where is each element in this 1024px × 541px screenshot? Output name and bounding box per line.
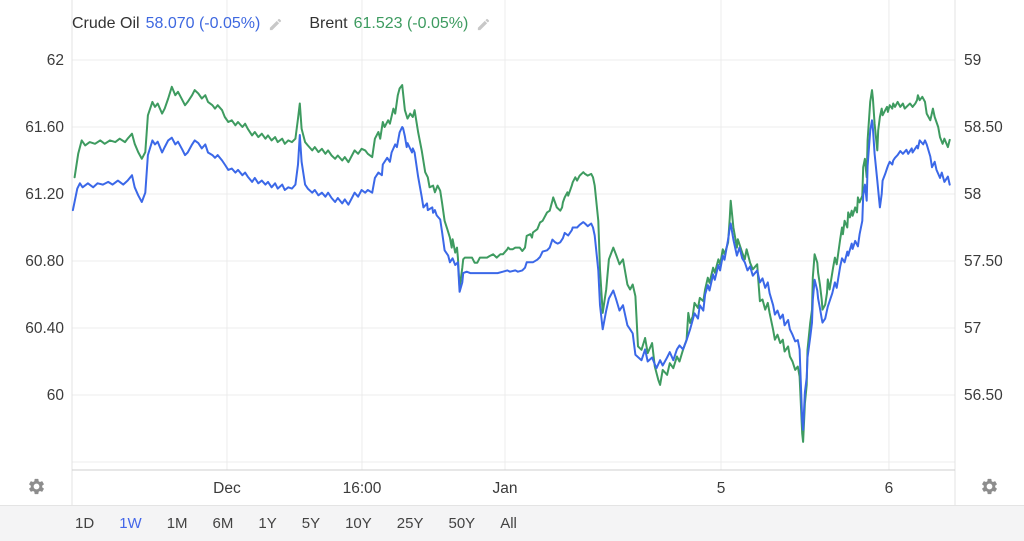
range-button-1d[interactable]: 1D	[75, 515, 95, 532]
series-line-crude-oil[interactable]	[71, 119, 951, 431]
range-button-10y[interactable]: 10Y	[345, 515, 372, 532]
y-axis-right-label: 58.50	[964, 119, 1003, 136]
y-axis-right-label: 56.50	[964, 387, 1003, 404]
y-axis-right-label: 59	[964, 52, 981, 69]
x-axis-label: 6	[885, 480, 894, 497]
range-button-5y[interactable]: 5Y	[301, 515, 321, 532]
legend-label-crude-oil: Crude Oil	[72, 15, 140, 32]
legend-label-brent: Brent	[309, 15, 348, 32]
range-button-6m[interactable]: 6M	[212, 515, 234, 532]
legend-value-crude-oil: 58.070 (-0.05%)	[145, 15, 261, 32]
y-axis-left-label: 60.40	[25, 320, 64, 337]
range-button-25y[interactable]: 25Y	[396, 515, 424, 532]
x-axis-label: Jan	[493, 480, 518, 497]
pencil-icon[interactable]	[268, 17, 283, 32]
y-axis-left-label: 61.20	[25, 186, 64, 203]
range-button-all[interactable]: All	[500, 515, 517, 532]
y-axis-left-label: 62	[47, 52, 64, 69]
gear-icon[interactable]	[27, 477, 47, 497]
y-axis-right-label: 57	[964, 320, 981, 337]
y-axis-left-label: 61.60	[25, 119, 64, 136]
range-button-1m[interactable]: 1M	[166, 515, 188, 532]
y-axis-right-label: 57.50	[964, 253, 1003, 270]
legend-item-crude-oil[interactable]: Crude Oil 58.070 (-0.05%)	[72, 15, 283, 33]
legend-value-brent: 61.523 (-0.05%)	[353, 15, 469, 32]
time-range-toolbar: 1D 1W 1M 6M 1Y 5Y 10Y 25Y 50Y All	[0, 505, 1024, 541]
x-axis-label: Dec	[213, 480, 241, 497]
chart-legend: Crude Oil 58.070 (-0.05%) Brent 61.523 (…	[72, 15, 491, 33]
range-button-50y[interactable]: 50Y	[448, 515, 476, 532]
chart-plot-area[interactable]: 62 61.60 61.20 60.80 60.40 60 59 58.50 58 57.50 57…	[0, 0, 1024, 505]
y-axis-left-label: 60	[47, 387, 65, 404]
x-axis-label: 5	[717, 480, 726, 497]
pencil-icon[interactable]	[476, 17, 491, 32]
x-axis-label: 16:00	[343, 480, 382, 497]
legend-item-brent[interactable]: Brent 61.523 (-0.05%)	[309, 15, 491, 33]
series-line-brent[interactable]	[73, 84, 951, 443]
gear-icon[interactable]	[980, 477, 1000, 497]
y-axis-left-label: 60.80	[25, 253, 64, 270]
range-button-1y[interactable]: 1Y	[258, 515, 277, 532]
range-button-1w[interactable]: 1W	[119, 515, 142, 532]
y-axis-right-label: 58	[964, 186, 981, 203]
